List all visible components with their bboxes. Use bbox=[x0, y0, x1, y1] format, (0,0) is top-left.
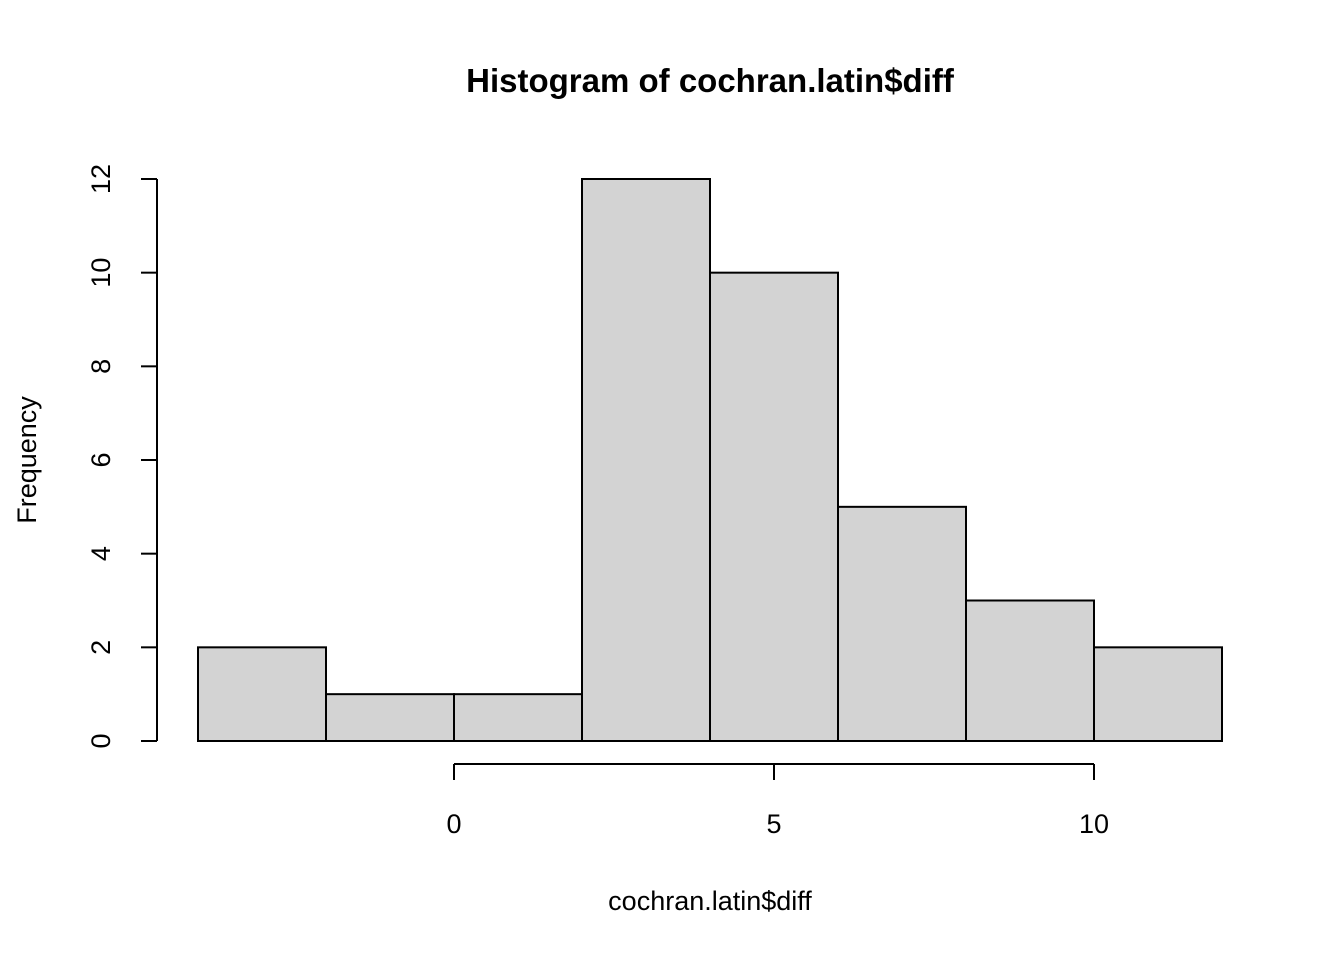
y-tick-label-2: 2 bbox=[86, 640, 116, 655]
y-tick-label-8: 8 bbox=[86, 359, 116, 374]
x-axis: 0 5 10 bbox=[446, 763, 1109, 839]
x-tick-label-10: 10 bbox=[1079, 809, 1109, 839]
y-tick-label-4: 4 bbox=[86, 546, 116, 561]
bars-group bbox=[197, 178, 1223, 743]
y-tick-label-10: 10 bbox=[86, 258, 116, 288]
histogram-bar-3 bbox=[453, 693, 583, 743]
chart-title: Histogram of cochran.latin$diff bbox=[466, 62, 955, 99]
y-axis-label: Frequency bbox=[12, 396, 42, 524]
histogram-bar-5 bbox=[709, 271, 839, 742]
histogram-bar-8 bbox=[1093, 646, 1223, 742]
x-axis-label: cochran.latin$diff bbox=[608, 886, 812, 916]
x-tick-label-5: 5 bbox=[766, 809, 781, 839]
histogram-bar-1 bbox=[197, 646, 327, 742]
histogram-bar-4 bbox=[581, 178, 711, 742]
y-axis: 0 2 4 6 8 10 12 bbox=[86, 164, 158, 749]
x-tick-label-0: 0 bbox=[446, 809, 461, 839]
y-tick-label-12: 12 bbox=[86, 164, 116, 194]
histogram-bar-2 bbox=[325, 693, 455, 743]
y-tick-label-6: 6 bbox=[86, 452, 116, 467]
histogram-bar-6 bbox=[837, 505, 967, 743]
histogram-bar-7 bbox=[965, 599, 1095, 742]
y-tick-label-0: 0 bbox=[86, 733, 116, 748]
